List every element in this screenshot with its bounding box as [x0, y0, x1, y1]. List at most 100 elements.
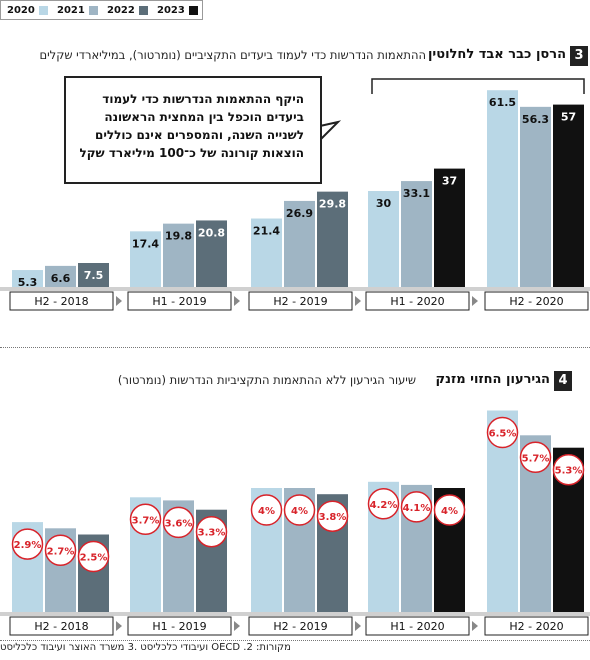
data-label: 4%: [258, 506, 275, 517]
data-label: 5.7%: [522, 453, 550, 464]
data-label-circle: [519, 441, 552, 474]
legend-swatch-2022: [139, 6, 148, 15]
bar-2021-1: [163, 223, 194, 287]
data-label: 5.3%: [555, 466, 583, 477]
legend-label-2022: 2022: [107, 5, 135, 16]
category-label: H1 - 2020: [390, 295, 444, 308]
category-label: H1 - 2020: [390, 620, 444, 633]
bar-2021-3: [401, 181, 432, 287]
data-label: 57: [561, 111, 576, 124]
bar-2020-4: [487, 90, 518, 287]
data-label-circle: [433, 494, 466, 526]
category-label: H2 - 2020: [509, 295, 563, 308]
callout-line-1: היקף ההתאמות הנדרשות כדי לעמוד: [102, 92, 304, 106]
bar-2020-2: [251, 218, 282, 287]
data-label: 3.8%: [319, 512, 347, 523]
data-label: 37: [442, 175, 457, 188]
category-label: H2 - 2020: [509, 620, 563, 633]
bar-2023-4: [553, 104, 584, 287]
legend-swatch-2023: [189, 6, 198, 15]
callout-line-2: ביעדים הוכפל בין המחצית הראשונה: [104, 110, 304, 124]
data-label-circle: [367, 488, 400, 520]
data-label: 2.9%: [14, 540, 42, 551]
category-box: [9, 616, 114, 636]
category-box: [484, 616, 589, 636]
data-label-circle: [129, 503, 162, 536]
bar-2021-4: [520, 106, 551, 287]
category-label: H2 - 2018: [34, 620, 88, 633]
bar-2022-1: [196, 220, 227, 287]
callout-box: היקף ההתאמות הנדרשות כדי לעמוד ביעדים הו…: [64, 76, 322, 184]
data-label: 6.5%: [489, 429, 517, 440]
data-label: 33.1: [403, 187, 430, 200]
arrow-icon: [472, 621, 478, 631]
data-label-circle: [552, 453, 585, 486]
data-label: 3.7%: [132, 515, 160, 526]
chart-adjustments: 5.3 6.6 7.5 H2 - 2018 17.4 19.8 20.8 H1 - 2019 2…: [0, 78, 590, 311]
section4-header: 4 הגירעון החזוי מזנק שיעור הגירעון ללא ה…: [0, 371, 590, 393]
data-label-circle: [11, 528, 44, 560]
legend-swatch-2020: [39, 6, 48, 15]
data-label: 30: [376, 197, 392, 210]
bar-2022-0: [78, 263, 109, 287]
data-label: 5.3: [18, 276, 38, 289]
data-label-circle: [400, 491, 433, 523]
category-box: [248, 616, 353, 636]
callout-pointer: [319, 120, 342, 141]
data-label: 19.8: [165, 230, 192, 243]
data-label: 2.7%: [47, 546, 75, 557]
data-label-circle: [283, 494, 316, 526]
category-box: [484, 291, 589, 311]
category-label: H2 - 2019: [273, 295, 327, 308]
arrow-icon: [116, 296, 122, 306]
section3-header: 3 הרסן כבר אבד לחלוטין ההתאמות הנדרשות כ…: [0, 46, 590, 68]
bar-2022-2: [317, 191, 348, 287]
data-label: 6.6: [51, 272, 71, 285]
baseline-strip: [0, 287, 590, 291]
bar-2021-0: [45, 265, 76, 287]
source-divider: [0, 640, 590, 641]
arrow-icon: [472, 296, 478, 306]
data-label-circle: [486, 416, 519, 449]
arrow-icon: [355, 296, 361, 306]
arrow-icon: [355, 621, 361, 631]
section4-subtitle: שיעור הגירעון ללא ההתאמות התקציביות הנדר…: [117, 373, 416, 387]
data-label: 29.8: [319, 198, 346, 211]
data-label: 20.8: [198, 226, 225, 239]
data-label-circle: [195, 515, 228, 548]
legend-label-2023: 2023: [157, 5, 185, 16]
callout-line-4: הוצאות קורונה של כ־100 מיליארד שקל: [79, 146, 304, 160]
category-box: [365, 291, 470, 311]
data-label: 2.5%: [80, 553, 108, 564]
bar-2021-2: [284, 200, 315, 287]
arrow-icon: [234, 296, 240, 306]
category-label: H1 - 2019: [152, 620, 206, 633]
category-label: H2 - 2019: [273, 620, 327, 633]
legend-label-2021: 2021: [57, 5, 85, 16]
data-label: 21.4: [253, 225, 280, 238]
legend-label-2020: 2020: [7, 5, 35, 16]
section-divider: [0, 347, 590, 348]
data-label: 4%: [291, 506, 308, 517]
category-box: [127, 291, 232, 311]
arrow-icon: [116, 621, 122, 631]
category-box: [365, 616, 470, 636]
legend-swatch-2021: [89, 6, 98, 15]
data-label-circle: [77, 540, 110, 573]
arrow-icon: [234, 621, 240, 631]
data-label-circle: [250, 494, 283, 526]
data-label: 4.2%: [370, 500, 398, 511]
data-label-circle: [44, 534, 77, 567]
baseline-strip: [0, 612, 590, 616]
category-box: [248, 291, 353, 311]
legend: 2020 2021 2022 2023: [0, 0, 203, 20]
bar-2023-3: [434, 168, 465, 287]
data-label: 61.5: [489, 96, 516, 109]
category-box: [9, 291, 114, 311]
data-label: 4%: [441, 506, 458, 517]
category-label: H2 - 2018: [34, 295, 88, 308]
callout-bracket: [371, 78, 585, 94]
category-label: H1 - 2019: [152, 295, 206, 308]
data-label: 26.9: [286, 207, 313, 220]
